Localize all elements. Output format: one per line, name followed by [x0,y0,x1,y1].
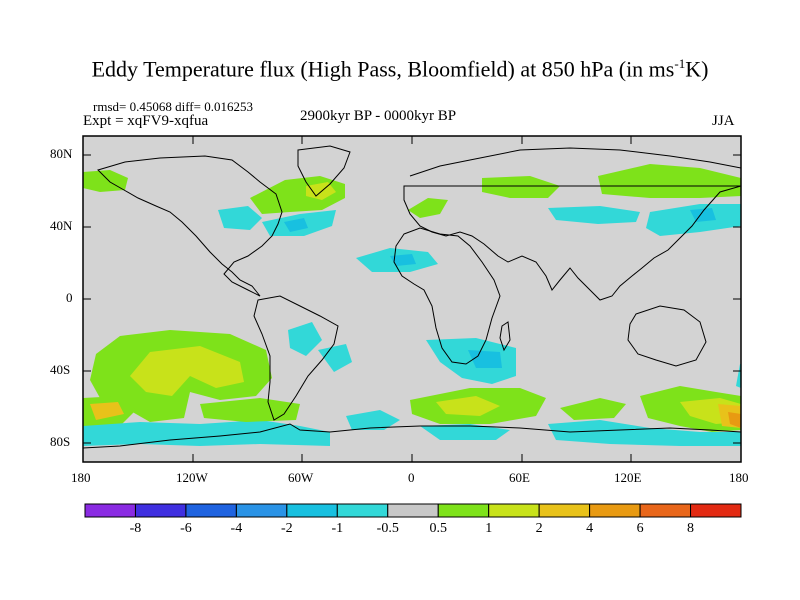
experiment-label: Expt = xqFV9-xqfua [83,113,209,129]
colorbar-label: -4 [230,521,243,536]
anomaly-region [482,176,560,198]
colorbar-label: -6 [180,521,192,536]
lat-label-0: 0 [66,290,73,305]
colorbar-label: 0.5 [429,521,447,536]
colorbar-label: 6 [636,521,644,536]
plot-title: Eddy Temperature flux (High Pass, Bloomf… [91,56,709,82]
map-field [83,136,741,462]
lon-label-120w: 120W [176,470,208,485]
lat-label-40n: 40N [50,218,73,233]
colorbar-label: 8 [687,521,695,536]
anomaly-region [218,206,262,230]
colorbar-label: -8 [129,521,142,536]
colorbar-box [387,503,439,518]
colorbar-box [538,503,591,518]
anomaly-region [284,218,308,232]
coastlines [83,145,741,449]
map-ticks [83,136,741,462]
lon-label-120e: 120E [614,470,642,485]
anomaly-region [408,198,448,218]
anomaly-region [318,344,352,372]
colorbar-box [286,503,338,518]
colorbar [84,503,742,518]
coastline-south-america [253,295,339,421]
anomaly-region [548,206,640,224]
lon-label-180w: 180 [71,470,91,485]
colorbar-label: 4 [586,521,594,536]
coastline-antarctica [83,423,741,449]
anomaly-region [306,182,336,200]
anomaly-region [560,398,626,420]
lat-label-40s: 40S [50,362,71,377]
anomaly-region [646,204,741,236]
colorbar-label: 2 [535,521,543,536]
colorbar-box [235,503,288,518]
anomaly-region [736,364,741,388]
lat-label-80s: 80S [50,434,71,449]
anomaly-region [690,208,716,222]
anomaly-region [436,396,500,416]
coastline-australia [627,305,707,367]
colorbar-box [488,503,540,518]
colorbar-box [437,503,490,518]
colorbar-box [589,503,641,518]
lat-label-80n: 80N [50,146,73,161]
coastline-greenland [297,145,351,197]
lon-label-60w: 60W [288,470,314,485]
colorbar-label: -1 [331,521,344,536]
colorbar-label: -2 [281,521,293,536]
lon-label-0: 0 [408,470,415,485]
colorbar-box [134,503,187,518]
colorbar-label: 1 [485,521,493,536]
lon-label-180e: 180 [729,470,749,485]
season-label: JJA [712,113,735,129]
coastline-africa [393,227,501,365]
lon-label-60e: 60E [509,470,530,485]
anomaly-region [200,398,300,422]
anomaly-region [390,254,416,266]
anomaly-region [83,170,128,192]
anomaly-region [288,322,322,356]
anomaly-region [83,420,330,446]
anomaly-region [130,346,244,396]
colorbar-label: -0.5 [376,521,399,536]
stats-label: rmsd= 0.45068 diff= 0.016253 [93,99,253,114]
colorbar-box [185,503,237,518]
anomaly-region [420,424,510,440]
colorbar-box [84,503,136,518]
colorbar-box [690,503,742,518]
colorbar-box [639,503,692,518]
period-label: 2900kyr BP - 0000kyr BP [300,108,457,124]
anomaly-region [346,410,400,430]
anomaly-region [728,412,741,428]
anomaly-region [598,164,741,198]
coastline-madagascar [499,321,511,352]
anomaly-region [90,402,124,420]
coastline-north-america [97,155,283,297]
anomaly-region [468,350,502,368]
colorbar-box [336,503,389,518]
anomaly-region [548,420,741,446]
